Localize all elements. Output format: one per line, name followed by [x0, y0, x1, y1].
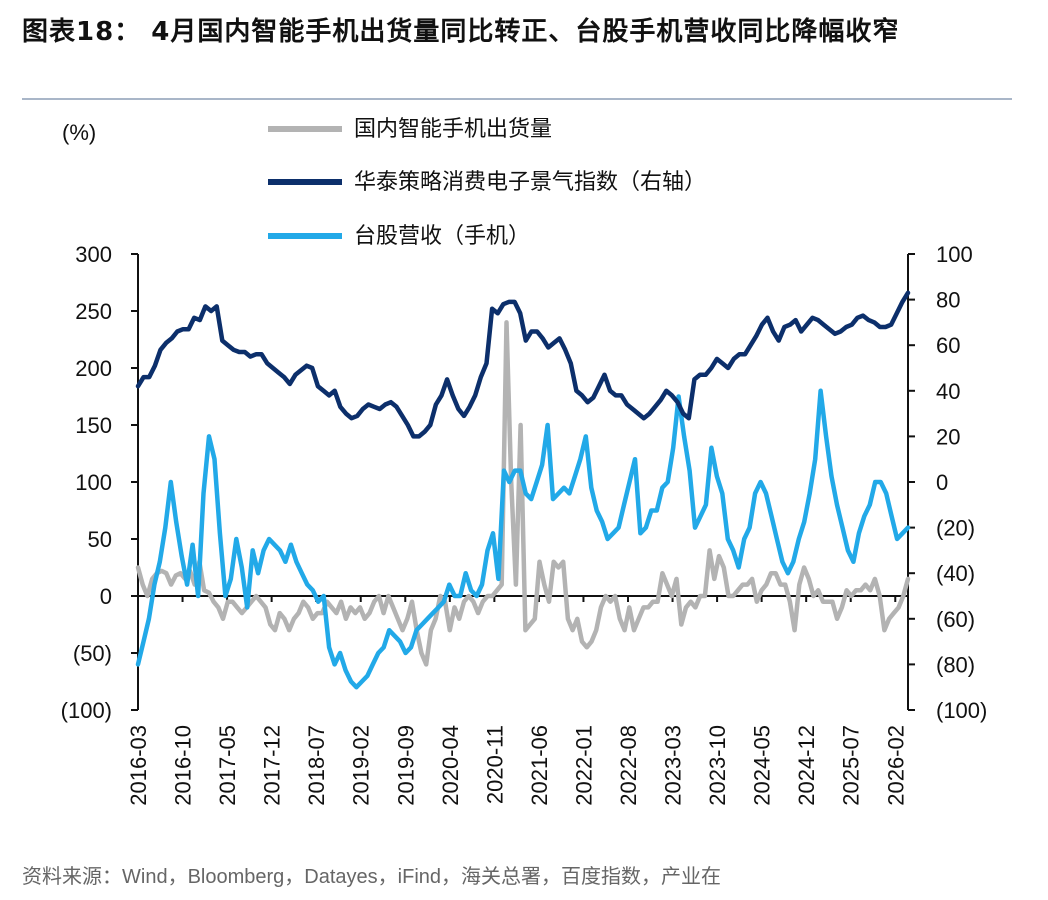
legend-label-shipments: 国内智能手机出货量 — [354, 116, 552, 141]
x-axis-tick-label: 2017-05 — [215, 725, 240, 806]
left-axis-tick-label: 250 — [75, 299, 112, 324]
chart-title: 图表18： 4月国内智能手机出货量同比转正、台股手机营收同比降幅收窄 — [22, 17, 900, 47]
x-axis-tick-label: 2022-01 — [571, 725, 596, 806]
series-line-shipments — [135, 320, 911, 667]
right-axis-tick-label: 60 — [936, 333, 960, 358]
left-axis-tick-label: 300 — [75, 242, 112, 267]
right-axis-tick-label: (40) — [936, 561, 975, 586]
right-axis-tick-label: (80) — [936, 652, 975, 677]
left-axis-tick-label: 100 — [75, 470, 112, 495]
x-axis-tick-label: 2019-09 — [393, 725, 418, 806]
left-axis-tick-label: (100) — [61, 698, 112, 723]
right-axis-tick-label: 40 — [936, 379, 960, 404]
series-line-index — [135, 290, 911, 439]
left-axis-tick-label: 50 — [88, 527, 112, 552]
x-axis-tick-label: 2018-07 — [304, 725, 329, 806]
x-axis-tick-label: 2024-05 — [750, 725, 775, 806]
legend-label-revenue: 台股营收（手机） — [354, 223, 530, 248]
x-axis-tick-label: 2026-02 — [883, 725, 908, 806]
right-axis-tick-label: 0 — [936, 470, 948, 495]
right-axis-tick-label: (100) — [936, 698, 987, 723]
title-divider — [22, 98, 1012, 100]
x-axis-tick-label: 2023-03 — [661, 725, 686, 806]
right-axis-tick-label: 80 — [936, 288, 960, 313]
left-axis-tick-label: 0 — [100, 584, 112, 609]
right-axis-tick-label: (20) — [936, 516, 975, 541]
source-note: 资料来源：Wind，Bloomberg，Datayes，iFind，海关总署，百… — [22, 866, 722, 888]
x-axis-tick-label: 2017-12 — [260, 725, 285, 806]
left-axis-tick-label: 150 — [75, 413, 112, 438]
left-axis-tick-label: (50) — [73, 641, 112, 666]
x-axis-tick-label: 2020-04 — [438, 725, 463, 806]
left-axis-tick-label: 200 — [75, 356, 112, 381]
line-chart: (%) 国内智能手机出货量 华泰策略消费电子景气指数（右轴） 台股营收（手机） … — [61, 116, 988, 806]
right-axis-tick-label: (60) — [936, 607, 975, 632]
left-axis-unit: (%) — [62, 120, 96, 145]
right-axis-tick-label: 20 — [936, 424, 960, 449]
x-axis-tick-label: 2016-10 — [171, 725, 196, 806]
series-line-revenue — [135, 388, 911, 690]
x-axis-tick-label: 2024-12 — [794, 725, 819, 806]
x-axis-tick-label: 2020-11 — [482, 725, 507, 804]
x-axis-tick-label: 2023-10 — [705, 725, 730, 806]
x-axis-tick-label: 2021-06 — [527, 725, 552, 806]
right-axis-tick-label: 100 — [936, 242, 973, 267]
x-axis-tick-label: 2025-07 — [839, 725, 864, 806]
legend-label-index: 华泰策略消费电子景气指数（右轴） — [354, 169, 706, 194]
x-axis-tick-label: 2022-08 — [616, 725, 641, 806]
x-axis-tick-label: 2019-02 — [349, 725, 374, 806]
x-axis-tick-label: 2016-03 — [126, 725, 151, 806]
